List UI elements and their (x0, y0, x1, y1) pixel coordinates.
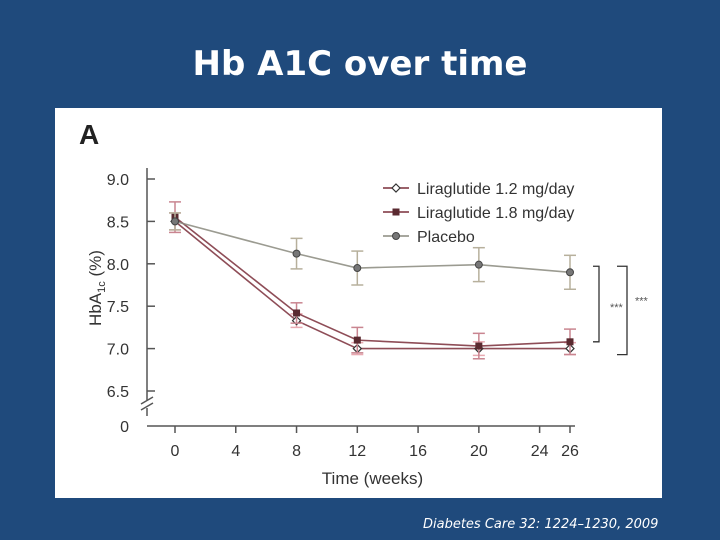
data-point (171, 217, 179, 226)
chart-panel: A 9.0 8.5 8.0 7.5 7.0 6.5 0 0 4 8 12 16 20 24 26 Time (w… (55, 108, 662, 498)
y-tick-label: 8.5 (107, 214, 129, 231)
data-point (293, 309, 301, 317)
x-tick-label: 26 (561, 443, 579, 460)
y-tick-label: 6.5 (107, 384, 129, 401)
legend-marker (392, 208, 400, 216)
y-tick-label: 9.0 (107, 172, 129, 189)
x-tick-label: 20 (470, 443, 488, 460)
data-point (292, 249, 301, 258)
y-tick-label: 7.0 (107, 342, 129, 359)
data-point (353, 336, 361, 344)
x-tick-label: 0 (171, 443, 180, 460)
data-point (353, 264, 362, 273)
x-tick-label: 24 (531, 443, 549, 460)
legend-label: Liraglutide 1.2 mg/day (417, 181, 574, 198)
legend-label: Liraglutide 1.8 mg/day (417, 205, 574, 222)
x-tick-label: 8 (292, 443, 301, 460)
y-tick-label: 8.0 (107, 257, 129, 274)
slide-title: Hb A1C over time (192, 44, 528, 84)
axis-break-mark (140, 396, 154, 405)
axis-break-mark (140, 402, 154, 411)
panel-label: A (79, 119, 99, 150)
series-line (174, 220, 570, 350)
significance-bracket (617, 265, 628, 356)
data-point (566, 268, 574, 277)
significance-bracket (593, 265, 600, 343)
legend-label: Placebo (417, 229, 475, 246)
x-tick-label: 16 (409, 443, 427, 460)
significance-label: *** (635, 295, 649, 307)
x-tick-label: 4 (231, 443, 240, 460)
y-tick-label: 7.5 (107, 299, 129, 316)
legend-marker (391, 183, 401, 193)
data-point (474, 260, 483, 269)
legend-marker (392, 232, 400, 240)
hba1c-line-chart: A 9.0 8.5 8.0 7.5 7.0 6.5 0 0 4 8 12 16 20 24 26 Time (w… (79, 119, 649, 488)
data-point (566, 338, 574, 346)
y-tick-label-zero: 0 (120, 419, 129, 436)
x-tick-label: 12 (348, 443, 366, 460)
x-axis-label: Time (weeks) (322, 469, 423, 488)
citation: Diabetes Care 32: 1224–1230, 2009 (423, 517, 659, 532)
significance-label: *** (610, 302, 624, 314)
data-point (475, 342, 483, 350)
y-axis-label: HbA1c (%) (86, 250, 108, 326)
